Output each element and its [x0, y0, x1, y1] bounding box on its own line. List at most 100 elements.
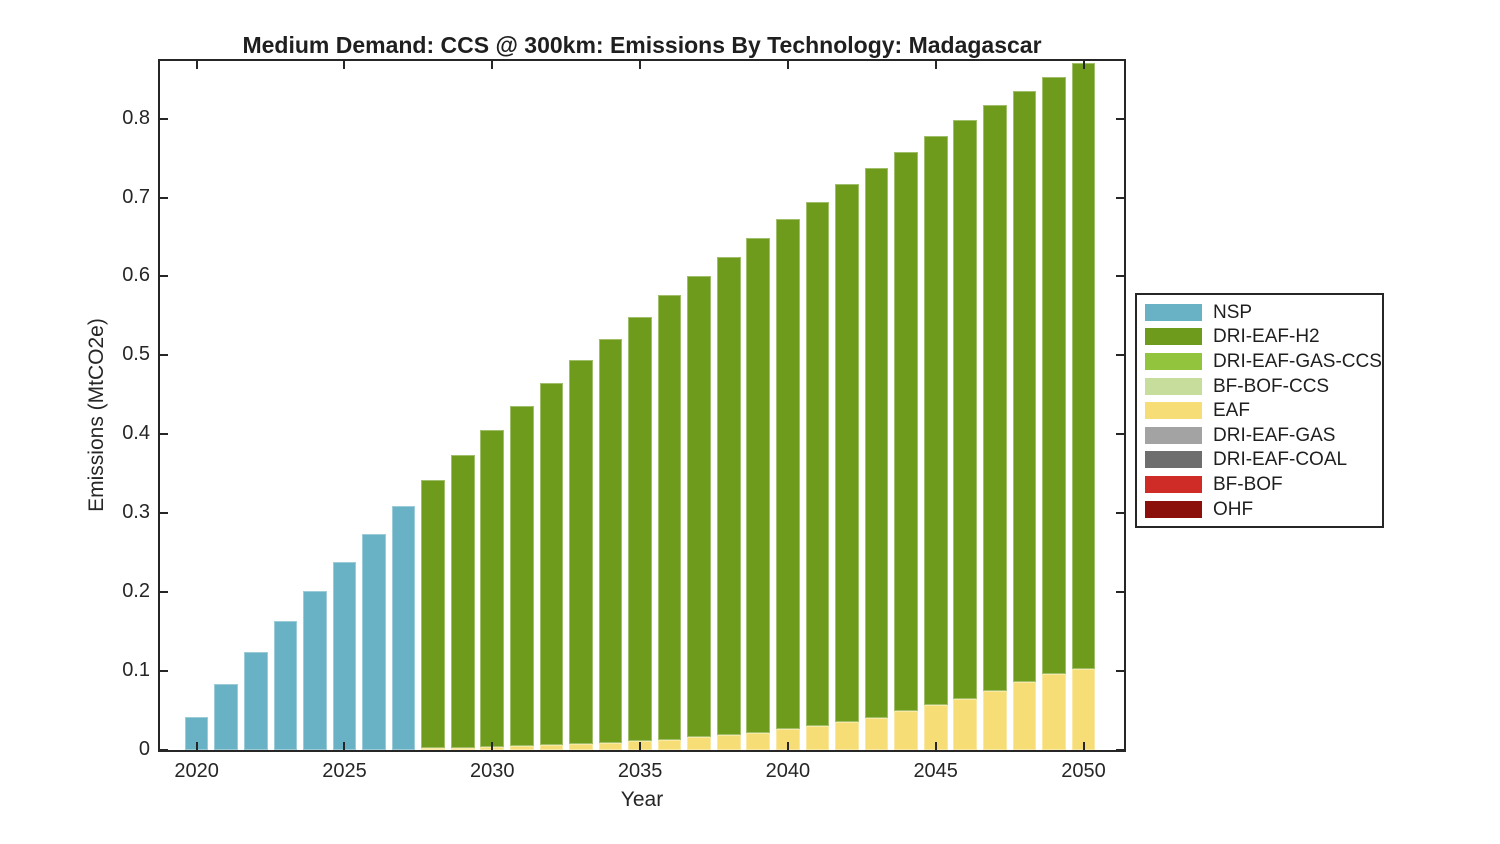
- legend-label: NSP: [1213, 301, 1253, 323]
- legend-item-dri-eaf-h2: DRI-EAF-H2: [1145, 325, 1376, 350]
- legend-label: EAF: [1213, 400, 1250, 422]
- y-tick-right: [1116, 591, 1124, 594]
- y-tick-right: [1116, 749, 1124, 751]
- legend-swatch: [1145, 402, 1202, 420]
- y-tick-label: 0.8: [122, 106, 150, 129]
- legend-item-eaf: EAF: [1145, 398, 1376, 423]
- y-tick-label: 0.6: [122, 264, 150, 287]
- bar-segment-dri-eaf-h2: [894, 151, 918, 712]
- bar-segment-eaf: [805, 726, 830, 750]
- bar-segment-dri-eaf-h2: [628, 316, 652, 742]
- y-tick-right: [1116, 196, 1124, 199]
- legend-item-bf-bof: BF-BOF: [1145, 472, 1376, 497]
- x-tick-label: 2030: [470, 760, 515, 782]
- y-axis-label: Emissions (MtCO2e): [85, 318, 108, 512]
- y-tick-label: 0.1: [122, 659, 150, 682]
- legend-item-dri-eaf-coal: DRI-EAF-COAL: [1145, 448, 1376, 473]
- y-tick-label: 0.5: [122, 343, 150, 366]
- bar-segment-dri-eaf-h2: [1012, 91, 1037, 683]
- legend-label: DRI-EAF-H2: [1213, 326, 1320, 348]
- bar-segment-dri-eaf-h2: [805, 201, 830, 727]
- y-tick-right: [1116, 670, 1124, 673]
- bar-segment-nsp: [362, 533, 386, 750]
- x-tick: [1082, 742, 1085, 750]
- legend-swatch: [1145, 500, 1202, 518]
- y-tick: [160, 670, 168, 673]
- bar-segment-nsp: [243, 652, 268, 750]
- bar-segment-nsp: [184, 716, 209, 750]
- chart-title: Medium Demand: CCS @ 300km: Emissions By…: [242, 32, 1042, 58]
- legend-label: OHF: [1213, 498, 1254, 520]
- x-tick-top: [491, 61, 494, 69]
- y-tick: [160, 117, 168, 120]
- bar-segment-eaf: [510, 746, 534, 750]
- bar-segment-eaf: [953, 698, 978, 750]
- legend-item-bf-bof-ccs: BF-BOF-CCS: [1145, 374, 1376, 399]
- legend-swatch: [1145, 377, 1202, 395]
- bar-segment-dri-eaf-h2: [421, 480, 445, 749]
- x-tick-label: 2025: [322, 760, 367, 782]
- y-tick: [160, 512, 168, 515]
- legend-item-dri-eaf-gas-ccs: DRI-EAF-GAS-CCS: [1145, 349, 1382, 374]
- legend-label: BF-BOF-CCS: [1213, 375, 1330, 397]
- x-tick: [491, 742, 494, 750]
- bar-segment-eaf: [657, 739, 682, 750]
- bar-segment-eaf: [450, 747, 475, 750]
- bar-segment-eaf: [1071, 668, 1096, 750]
- bar-segment-dri-eaf-h2: [598, 338, 623, 743]
- bar-segment-dri-eaf-h2: [450, 454, 475, 748]
- y-tick: [160, 275, 168, 278]
- x-tick-label: 2045: [913, 760, 958, 782]
- legend-label: BF-BOF: [1213, 473, 1283, 495]
- bar-segment-dri-eaf-h2: [776, 218, 800, 730]
- bar-segment-eaf: [421, 748, 445, 750]
- legend-swatch: [1145, 303, 1202, 321]
- x-tick: [639, 742, 642, 750]
- y-tick-label: 0.2: [122, 580, 150, 603]
- bar-segment-dri-eaf-h2: [864, 167, 889, 718]
- bar-segment-eaf: [894, 711, 918, 750]
- x-tick-label: 2020: [174, 760, 219, 782]
- bar-segment-eaf: [687, 737, 712, 750]
- bar-segment-nsp: [273, 621, 298, 750]
- bar-segment-dri-eaf-h2: [539, 383, 564, 746]
- y-tick-right: [1116, 354, 1124, 357]
- legend-swatch: [1145, 451, 1202, 469]
- bar-segment-nsp: [214, 683, 239, 750]
- bar-segment-eaf: [1042, 674, 1066, 750]
- y-tick: [160, 354, 168, 357]
- y-tick-label: 0: [138, 738, 150, 760]
- legend-swatch: [1145, 475, 1202, 493]
- bar-segment-nsp: [303, 591, 327, 750]
- x-tick: [786, 742, 789, 750]
- y-tick-label: 0.7: [122, 185, 150, 208]
- bar-segment-nsp: [332, 562, 357, 750]
- bar-segment-dri-eaf-h2: [480, 429, 505, 747]
- bar-segment-dri-eaf-h2: [687, 276, 712, 738]
- x-tick-top: [343, 61, 346, 69]
- y-tick: [160, 591, 168, 594]
- bar-segment-eaf: [716, 735, 741, 750]
- legend-swatch: [1145, 352, 1202, 370]
- y-tick-label: 0.3: [122, 501, 150, 524]
- x-tick-label: 2050: [1061, 760, 1106, 782]
- x-tick-label: 2040: [765, 760, 811, 782]
- bar-segment-eaf: [539, 745, 564, 750]
- bar-segment-dri-eaf-h2: [746, 237, 771, 733]
- legend: NSP DRI-EAF-H2 DRI-EAF-GAS-CCS BF-BOF-CCS EA…: [1135, 293, 1384, 529]
- legend-swatch: [1145, 426, 1202, 444]
- x-tick: [934, 742, 937, 750]
- bar-segment-eaf: [835, 721, 859, 750]
- bar-segment-dri-eaf-h2: [716, 256, 741, 736]
- y-tick: [160, 433, 168, 436]
- x-axis-label: Year: [620, 788, 664, 811]
- bar-segment-eaf: [746, 732, 771, 750]
- x-tick: [343, 742, 346, 750]
- x-tick-top: [934, 61, 937, 69]
- x-tick-top: [639, 61, 642, 69]
- x-tick: [195, 742, 198, 750]
- y-tick-right: [1116, 117, 1124, 120]
- bar-segment-eaf: [598, 742, 623, 750]
- legend-swatch: [1145, 328, 1202, 346]
